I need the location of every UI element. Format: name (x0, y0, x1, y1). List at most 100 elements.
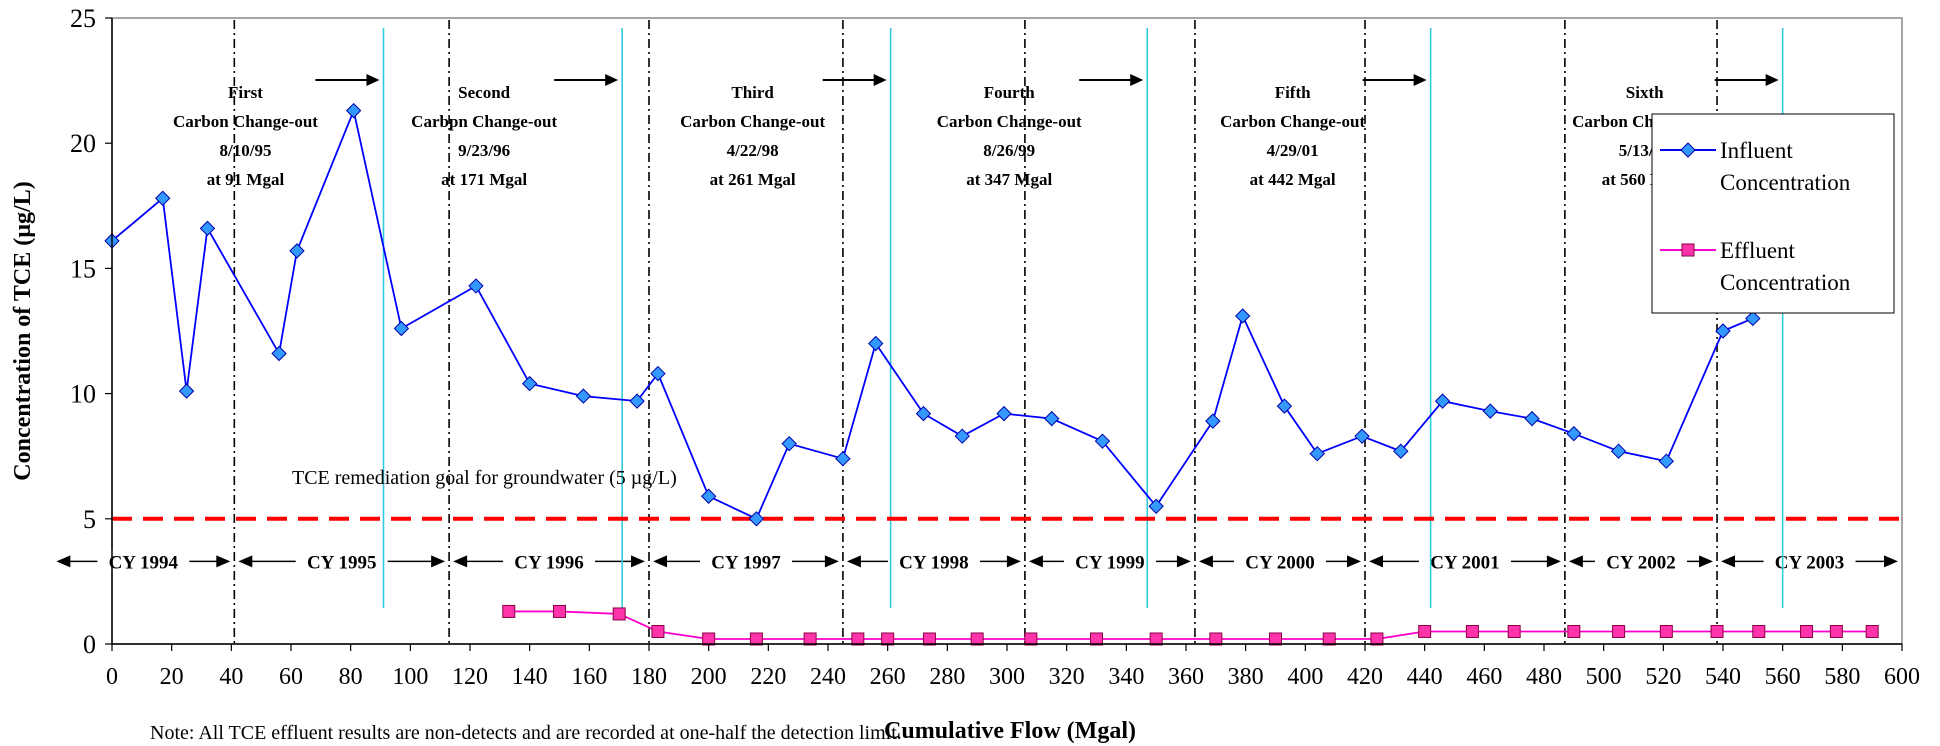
x-tick-label: 480 (1526, 664, 1562, 690)
y-tick-label: 5 (83, 505, 96, 534)
year-span-arrow-right (824, 555, 839, 568)
effluent-point (1507, 624, 1521, 638)
change-out-label: Second Carbpn Change-out 9/23/96 at 171 Mga… (411, 83, 557, 189)
effluent-point (1865, 624, 1879, 638)
year-span-arrow-left (653, 555, 667, 568)
x-tick-label: 300 (989, 664, 1025, 690)
year-label-bg (1763, 549, 1856, 574)
x-tick-label: 520 (1645, 664, 1681, 690)
year-label-bg (1233, 549, 1326, 574)
x-tick-label: 140 (512, 664, 548, 690)
effluent-point (1090, 632, 1103, 646)
effluent-point (1370, 632, 1384, 646)
effluent-point (1612, 624, 1626, 638)
x-tick-label: 220 (750, 664, 786, 690)
year-label: CY 2003 (1775, 552, 1845, 573)
influent-line (111, 107, 1754, 521)
influent-point (199, 220, 216, 237)
change-out-label: Third Carbon Change-out 4/22/98 at 261 Mgal (680, 83, 825, 189)
year-span-arrow-right (1347, 555, 1361, 568)
influent-point (345, 102, 362, 119)
x-tick-label: 260 (870, 664, 906, 690)
year-span-arrow-left (453, 555, 468, 568)
influent-point (575, 388, 592, 404)
year-span-arrow-left (1028, 555, 1043, 568)
effluent-point (1659, 624, 1673, 638)
influent-point (468, 278, 484, 294)
influent-point (1205, 413, 1221, 429)
x-tick-label: 560 (1765, 664, 1801, 690)
x-axis-title: Cumulative Flow (Mgal) (884, 718, 1136, 744)
influent-point (178, 383, 195, 399)
x-tick-label: 400 (1287, 664, 1323, 690)
effluent-point (553, 604, 566, 618)
axes: 0 20 40 60 80 100 120 140 160 180 200 220 240 260 280 3… (70, 4, 1920, 690)
year-span-arrow-right (1546, 555, 1561, 568)
influent-point (1094, 433, 1111, 449)
effluent-point (1269, 632, 1282, 646)
x-tick-label: 320 (1049, 664, 1085, 690)
year-label: CY 2002 (1606, 552, 1676, 573)
x-tick-label: 540 (1705, 664, 1741, 690)
year-span-arrow-right (1176, 555, 1191, 568)
effluent-point (502, 604, 516, 618)
influent-point (781, 435, 797, 452)
x-tick-label: 80 (339, 664, 363, 690)
influent-point (1610, 443, 1627, 459)
year-span-arrow-right (216, 555, 231, 568)
influent-point (1745, 310, 1761, 327)
x-tick-label: 60 (279, 664, 303, 690)
influent-point (1566, 425, 1582, 442)
effluent-point (1800, 624, 1814, 638)
x-tick-label: 0 (106, 664, 118, 690)
change-out-label: Fourth Carbon Change-out 8/26/99 at 347 Mga… (937, 83, 1082, 189)
year-label-bg (1594, 549, 1687, 574)
influent-point (629, 393, 645, 409)
x-tick-label: 360 (1168, 664, 1204, 690)
effluent-point (651, 624, 665, 638)
year-span-arrow-left (846, 555, 861, 568)
influent-point (1715, 323, 1731, 339)
change-out-arrowhead (1765, 74, 1779, 86)
influent-point (1524, 410, 1540, 427)
effluent-point (1710, 624, 1724, 638)
influent-point (1354, 428, 1370, 444)
y-tick-label: 25 (70, 4, 96, 33)
year-label-bg (503, 549, 596, 574)
change-out-label: First Carbon Change-out 8/10/95 at 91 Mgal (173, 83, 318, 189)
y-axis-title: Concentration of TCE (µg/L) (10, 181, 36, 480)
effluent-point (922, 632, 936, 646)
year-label: CY 1997 (711, 552, 781, 573)
goal-label: TCE remediation goal for groundwater (5 … (292, 467, 677, 489)
x-tick-label: 440 (1407, 664, 1443, 690)
influent-point (954, 428, 970, 444)
year-label-bg (1418, 549, 1511, 574)
x-tick-label: 340 (1108, 664, 1144, 690)
influent-point (155, 190, 171, 206)
influent-point (868, 335, 884, 352)
year-span-arrow-right (431, 555, 446, 568)
data-series (104, 102, 1879, 646)
x-tick-label: 280 (929, 664, 965, 690)
y-tick-label: 10 (70, 380, 96, 409)
effluent-point (1567, 624, 1581, 638)
effluent-point (970, 632, 984, 646)
footnote: Note: All TCE effluent results are non-d… (150, 722, 902, 744)
remediation-goal: TCE remediation goal for groundwater (5 … (112, 467, 1902, 521)
influent-point (1482, 403, 1499, 419)
legend-influent-label: Influent Concentration (1720, 138, 1851, 195)
year-label-bg (1063, 549, 1156, 574)
influent-point (835, 450, 851, 467)
y-tick-label: 15 (70, 254, 96, 283)
x-tick-label: 240 (810, 664, 846, 690)
year-span-arrow-right (1699, 555, 1714, 568)
legend-influent-marker (1680, 142, 1696, 158)
x-tick-label: 40 (219, 664, 243, 690)
year-span-arrow-left (238, 555, 253, 568)
influent-point (1148, 498, 1164, 514)
x-tick-label: 460 (1466, 664, 1502, 690)
influent-point (700, 488, 717, 504)
effluent-point (1149, 632, 1163, 646)
influent-point (271, 345, 287, 362)
x-tick-label: 380 (1228, 664, 1264, 690)
